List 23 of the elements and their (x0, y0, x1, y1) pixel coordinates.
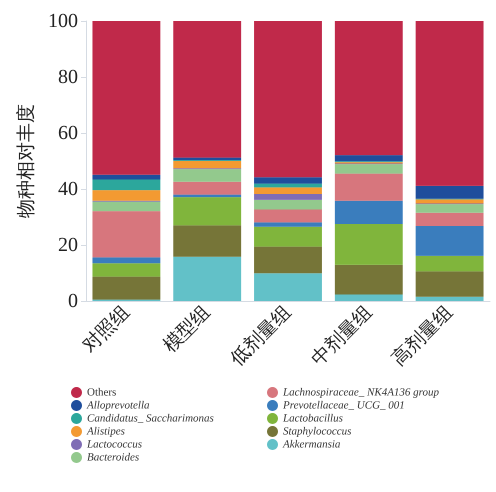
x-tick-label: 模型组 (159, 302, 215, 357)
legend-label: Alistipes (86, 426, 125, 438)
legend-label: Prevotellaceae_ UCG_ 001 (282, 400, 405, 412)
x-tick-label: 低剂量组 (226, 300, 296, 370)
legend-label: Bacteroides (87, 452, 140, 464)
legend-label: Candidatus_ Saccharimonas (87, 412, 214, 424)
y-tick-label: 60 (58, 122, 78, 144)
y-tick-label: 80 (58, 66, 78, 88)
legend-label: Lactococcus (86, 438, 142, 450)
x-tick-label: 高剂量组 (388, 300, 458, 370)
legend-label: Akkermansia (282, 438, 341, 450)
y-tick-label: 40 (58, 178, 78, 200)
y-axis-title: 物种相对丰度 (15, 104, 37, 218)
x-tick-label: 对照组 (78, 302, 134, 357)
legend-label: Alloprevotella (86, 400, 150, 412)
x-tick-label: 中剂量组 (306, 300, 376, 370)
legend-label: Lachnospiraceae_ NK4A136 group (282, 386, 440, 398)
legend-label: Staphylococcus (283, 426, 352, 438)
legend-label: Lactobacillus (282, 412, 343, 424)
legend-label: Others (87, 386, 116, 398)
y-tick-label: 20 (58, 234, 78, 256)
y-tick-label: 100 (48, 10, 78, 32)
y-tick-label: 0 (68, 290, 78, 312)
